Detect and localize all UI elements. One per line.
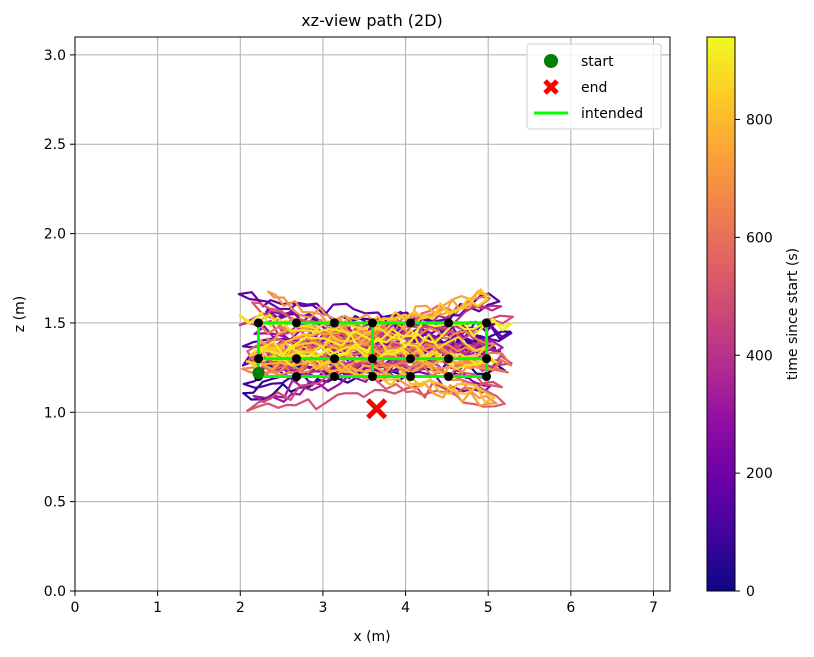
y-tick-label: 2.0	[44, 227, 66, 243]
waypoint-dot	[444, 354, 454, 364]
x-tick-label: 3	[318, 600, 327, 616]
colorbar-tick-label: 600	[746, 230, 773, 246]
waypoint-dot	[444, 318, 454, 328]
legend-start-symbol	[544, 54, 558, 68]
waypoint-dot	[329, 354, 339, 364]
x-tick-label: 0	[71, 600, 80, 616]
waypoint-dot	[368, 372, 377, 382]
waypoint-dot	[253, 354, 263, 364]
y-tick-label: 1.5	[44, 316, 66, 332]
legend-label: end	[581, 80, 607, 96]
trajectory-segment	[245, 297, 489, 369]
x-tick-label: 1	[153, 600, 162, 616]
waypoint-dot	[482, 354, 492, 364]
trajectory-segment	[261, 289, 490, 371]
legend: start end intended	[526, 43, 662, 130]
waypoint-dot	[406, 318, 416, 328]
start-marker	[252, 366, 265, 379]
waypoint-dot	[368, 318, 377, 328]
x-tick-label: 5	[484, 600, 493, 616]
x-tick-label: 6	[566, 600, 575, 616]
waypoint-dot	[329, 372, 339, 382]
y-axis-label: z (m)	[12, 296, 28, 332]
colorbar	[706, 36, 736, 592]
trajectory-paths	[237, 288, 514, 412]
x-axis-label: x (m)	[353, 629, 390, 645]
colorbar-tick-label: 200	[746, 466, 773, 482]
x-tick-label: 4	[401, 600, 410, 616]
y-axis-ticks: 0.0 0.5 1.0 1.5 2.0 2.5 3.0	[44, 48, 75, 600]
waypoint-dot	[482, 372, 492, 382]
legend-label: intended	[581, 106, 643, 122]
start-end-markers	[252, 366, 388, 420]
waypoint-dot	[253, 318, 263, 328]
y-tick-label: 3.0	[44, 48, 66, 64]
trajectory-segment	[261, 317, 513, 367]
legend-box	[526, 43, 662, 130]
waypoint-dot	[406, 372, 416, 382]
grid	[74, 37, 670, 592]
waypoint-dot	[291, 372, 301, 382]
end-marker	[366, 398, 388, 420]
trajectory-segment	[246, 380, 503, 412]
waypoint-dot	[291, 318, 301, 328]
waypoints	[253, 318, 492, 382]
plot-frame	[74, 36, 671, 592]
y-tick-label: 2.5	[44, 137, 66, 153]
colorbar-ticks: 0 200 400 600 800	[735, 113, 773, 600]
y-tick-label: 0.0	[44, 584, 66, 600]
y-tick-label: 1.0	[44, 405, 66, 421]
trajectory-segment	[253, 320, 513, 356]
x-axis-ticks: 0 1 2 3 4 5 6 7	[71, 591, 658, 616]
waypoint-dot	[329, 318, 339, 328]
colorbar-tick-label: 0	[746, 584, 755, 600]
y-tick-label: 0.5	[44, 495, 66, 511]
x-tick-label: 7	[649, 600, 658, 616]
waypoint-dot	[368, 354, 377, 364]
colorbar-tick-label: 800	[746, 113, 773, 129]
colorbar-tick-label: 400	[746, 348, 773, 364]
waypoint-dot	[444, 372, 454, 382]
waypoint-dot	[482, 318, 492, 328]
x-tick-label: 2	[236, 600, 245, 616]
chart-title: xz-view path (2D)	[301, 11, 443, 30]
waypoint-dot	[291, 354, 301, 364]
colorbar-label: time since start (s)	[785, 248, 801, 380]
waypoint-dot	[406, 354, 416, 364]
legend-end-symbol	[543, 79, 559, 95]
legend-label: start	[581, 54, 614, 70]
